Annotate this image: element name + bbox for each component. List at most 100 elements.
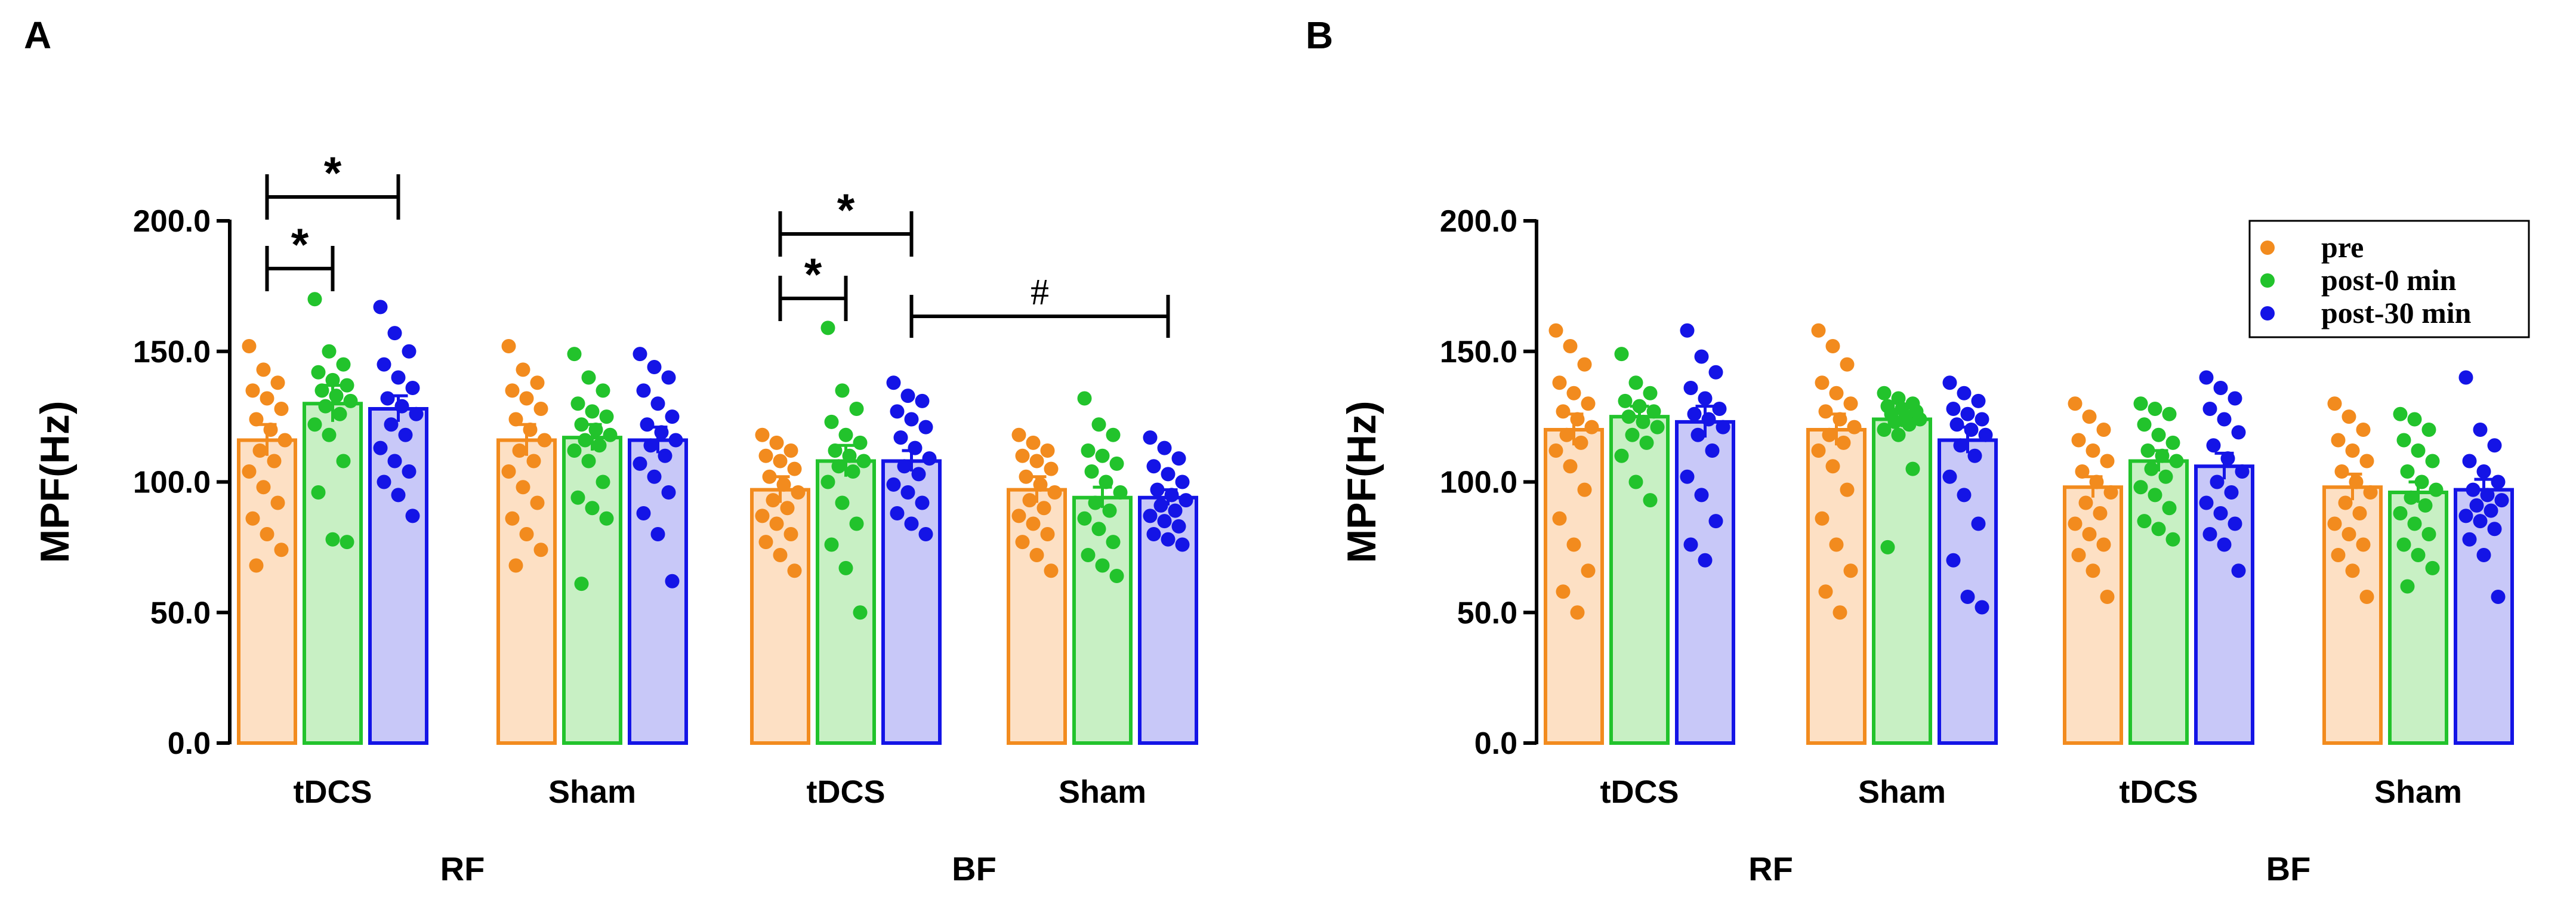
- panel-a-point-pre-4: [1036, 501, 1051, 516]
- panel-a-point-pre-4: [1011, 427, 1026, 442]
- panel-a-point-pre-1: [242, 339, 257, 353]
- panel-a-point-pre-1: [245, 383, 260, 398]
- panel-b-point-pre-4: [2338, 495, 2353, 510]
- panel-a-point-pre-4: [1040, 443, 1055, 458]
- panel-b-bar-post-0-min-4: [2388, 491, 2448, 745]
- panel-b-point-pre-1: [1581, 396, 1596, 411]
- panel-b-point-post-0-min-3: [2158, 469, 2173, 484]
- panel-a-point-post-0-min-3: [824, 537, 839, 552]
- panel-a-point-post-30-min-3: [915, 393, 930, 408]
- panel-a-point-post-30-min-4: [1143, 430, 1158, 445]
- panel-a-point-post-30-min-4: [1161, 467, 1176, 482]
- panel-a-point-post-0-min-1: [325, 532, 340, 547]
- panel-b-point-post-30-min-3: [2217, 412, 2232, 427]
- panel-b-point-post-30-min-2: [1953, 438, 1968, 453]
- panel-a-point-post-30-min-4: [1157, 514, 1172, 529]
- panel-a-point-pre-4: [1029, 548, 1044, 562]
- panel-a-point-pre-4: [1040, 527, 1055, 541]
- panel-a-point-pre-1: [260, 391, 274, 406]
- panel-b-point-post-30-min-3: [2220, 451, 2235, 466]
- panel-b-point-pre-3: [2086, 443, 2100, 458]
- panel-a-point-pre-2: [530, 375, 545, 390]
- panel-a-point-pre-3: [758, 535, 773, 550]
- panel-b-point-post-0-min-3: [2137, 514, 2152, 529]
- panel-b-point-post-0-min-1: [1643, 386, 1658, 400]
- panel-b-y-tick-label: 50.0: [1457, 596, 1517, 630]
- panel-a-point-post-30-min-4: [1161, 532, 1176, 547]
- panel-b-bar-pre-1: [1544, 428, 1604, 745]
- panel-b-point-post-0-min-2: [1902, 417, 1917, 432]
- panel-a-point-post-0-min-3: [849, 516, 864, 531]
- panel-a-group-label: BF: [952, 850, 997, 887]
- panel-b-point-post-30-min-2: [1942, 375, 1957, 390]
- panel-b-point-post-0-min-2: [1891, 427, 1906, 442]
- panel-a-point-post-0-min-1: [307, 292, 322, 307]
- panel-a-point-post-30-min-1: [402, 464, 417, 479]
- panel-b-point-post-0-min-4: [2404, 490, 2418, 505]
- panel-a-point-pre-2: [537, 433, 552, 448]
- panel-b-point-pre-1: [1566, 537, 1581, 552]
- panel-a-point-pre-4: [1019, 469, 1034, 484]
- panel-a-point-post-30-min-1: [398, 427, 413, 442]
- panel-a-point-post-0-min-2: [599, 511, 614, 526]
- panel-a-point-post-30-min-2: [636, 506, 651, 520]
- panel-a-point-pre-4: [1029, 454, 1044, 469]
- panel-a-point-pre-4: [1026, 435, 1041, 450]
- panel-a-point-post-30-min-2: [665, 574, 680, 588]
- panel-a-point-pre-1: [249, 558, 264, 573]
- panel-b-x-tick-label: tDCS: [2120, 774, 2198, 810]
- panel-a-point-post-0-min-4: [1099, 474, 1113, 489]
- panel-a-point-post-0-min-3: [824, 414, 839, 429]
- panel-b-point-post-30-min-4: [2476, 464, 2491, 479]
- panel-b-point-pre-2: [1840, 357, 1855, 372]
- panel-b-point-post-30-min-2: [1975, 600, 1989, 615]
- panel-b-point-post-30-min-1: [1680, 323, 1695, 338]
- panel-b-point-post-0-min-1: [1643, 493, 1658, 508]
- panel-b-point-post-0-min-1: [1628, 375, 1643, 390]
- panel-a-point-pre-2: [526, 454, 541, 469]
- panel-a-y-tick-label: 50.0: [150, 596, 211, 630]
- panel-a-point-post-0-min-2: [603, 427, 618, 442]
- panel-a-point-pre-3: [755, 509, 770, 523]
- panel-a-point-post-0-min-3: [835, 495, 850, 510]
- panel-a-sig-marker: *: [804, 249, 822, 300]
- panel-a-point-post-0-min-1: [336, 357, 351, 372]
- panel-a-point-post-0-min-4: [1095, 558, 1110, 573]
- panel-b-chart: 0.0 50.0 100.0 150.0 200.0 MPF(Hz) tDCS Sham tDC…: [1339, 204, 2530, 887]
- panel-a-point-post-0-min-1: [332, 406, 347, 421]
- panel-b-point-post-0-min-1: [1632, 399, 1647, 414]
- panel-b-point-pre-4: [2327, 396, 2342, 411]
- panel-b-point-post-0-min-2: [1887, 414, 1902, 429]
- panel-a-point-post-30-min-1: [409, 406, 424, 421]
- panel-b-point-post-0-min-4: [2421, 527, 2436, 541]
- panel-a-point-post-0-min-2: [574, 577, 589, 591]
- panel-b-point-post-30-min-1: [1683, 537, 1698, 552]
- panel-b-point-post-30-min-4: [2469, 498, 2484, 513]
- panel-b-bar-post-0-min-1: [1609, 415, 1670, 745]
- panel-a-point-post-0-min-2: [599, 409, 614, 424]
- panel-a-point-post-30-min-2: [650, 527, 665, 541]
- panel-b-point-post-0-min-3: [2144, 461, 2159, 476]
- panel-b-point-pre-1: [1563, 459, 1578, 474]
- panel-b-point-post-30-min-1: [1712, 402, 1727, 416]
- panel-b-point-pre-4: [2341, 527, 2356, 541]
- panel-b-y-axis-title: MPF(Hz): [1339, 401, 1384, 563]
- panel-b-point-post-30-min-4: [2462, 454, 2477, 469]
- panel-a-point-pre-1: [249, 412, 264, 427]
- panel-a-point-post-0-min-4: [1088, 495, 1103, 510]
- panel-b-point-pre-2: [1832, 412, 1847, 427]
- panel-a-point-pre-1: [242, 464, 257, 479]
- panel-b-point-post-0-min-3: [2133, 480, 2148, 495]
- panel-a-bar-post-0-min-2: [562, 436, 622, 745]
- panel-a-point-post-30-min-1: [380, 391, 395, 406]
- panel-b-bar-post-30-min-4: [2454, 488, 2514, 745]
- panel-b-point-pre-3: [2086, 563, 2100, 578]
- panel-a-point-pre-2: [505, 383, 520, 398]
- panel-b-point-pre-3: [2100, 454, 2115, 469]
- panel-b-point-post-0-min-3: [2148, 402, 2162, 416]
- panel-a-point-post-0-min-2: [581, 370, 596, 385]
- panel-b-point-post-0-min-2: [1880, 540, 1895, 554]
- panel-a-point-post-0-min-2: [570, 396, 585, 411]
- panel-b-point-post-30-min-4: [2491, 590, 2506, 604]
